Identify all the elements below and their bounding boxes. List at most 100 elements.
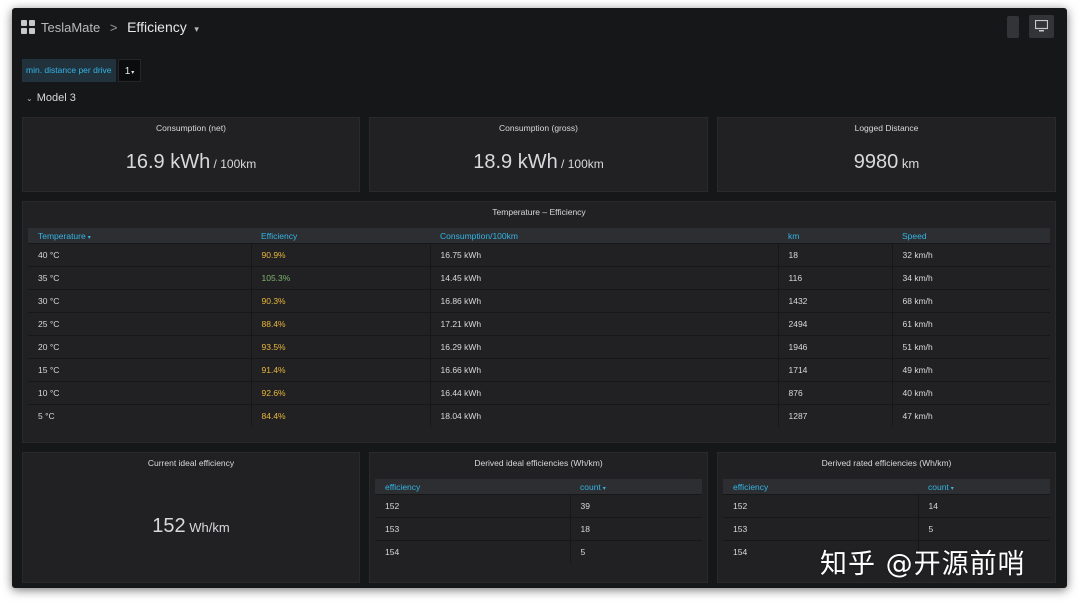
column-header-efficiency[interactable]: Efficiency [261,230,298,241]
cell-consumption: 16.75 kWh [430,243,779,267]
cell-consumption: 16.86 kWh [430,289,779,313]
table-header-row: Temperature ▾ Efficiency Consumption/100k… [28,228,1050,244]
table-row: 15 °C 91.4% 16.66 kWh 1714 49 km/h [28,358,1050,382]
apps-grid-icon[interactable] [21,20,35,34]
panel-title: Derived rated efficiencies (Wh/km) [821,458,952,468]
stat-number: 9980 [853,151,899,173]
dashboard-window: TeslaMate > Efficiency ▾ min. distance p… [12,8,1067,588]
table-row: 40 °C 90.9% 16.75 kWh 18 32 km/h [28,243,1050,267]
cell-km: 18 [778,243,893,267]
collapse-chevron-icon: ⌄ [26,94,33,103]
stat-value: 152 Wh/km [23,515,359,538]
cell-temperature: 30 °C [28,289,252,313]
cell-consumption: 16.29 kWh [430,335,779,359]
panel-title: Derived ideal efficiencies (Wh/km) [474,458,603,468]
column-header-count[interactable]: count ▾ [580,481,606,492]
cell-speed: 61 km/h [892,312,1050,336]
cell-efficiency: 153 [375,517,571,541]
tv-mode-icon [1035,20,1048,32]
panel-title: Current ideal efficiency [147,458,235,468]
row-title: Model 3 [36,92,76,104]
chevron-down-icon[interactable]: ▾ [194,24,199,34]
variable-label: min. distance per drive [22,59,116,82]
cell-count: 14 [918,494,1050,518]
cell-km: 1714 [778,358,893,382]
sort-desc-icon: ▾ [87,234,91,241]
dashboard-title[interactable]: Efficiency [127,19,187,35]
panel-logged-distance: Logged Distance 9980 km [717,117,1056,192]
table-row: 152 14 [723,494,1050,518]
cell-count: 5 [918,517,1050,541]
stat-value: 9980 km [718,151,1055,174]
cell-efficiency: 84.4% [251,404,431,427]
table-row: 20 °C 93.5% 16.29 kWh 1946 51 km/h [28,335,1050,359]
cell-km: 1287 [778,404,893,427]
panel-derived-ideal-efficiencies: Derived ideal efficiencies (Wh/km) effic… [369,452,708,583]
cell-km: 2494 [778,312,893,336]
panel-title: Consumption (net) [156,123,226,133]
table-row: 35 °C 105.3% 14.45 kWh 116 34 km/h [28,266,1050,290]
cell-km: 1946 [778,335,893,359]
panel-derived-rated-efficiencies: Derived rated efficiencies (Wh/km) effic… [717,452,1056,583]
breadcrumb: TeslaMate > Efficiency ▾ [41,19,199,35]
stat-unit: km [898,156,920,171]
temperature-table: Temperature ▾ Efficiency Consumption/100k… [28,228,1050,427]
column-header-km[interactable]: km [788,230,800,241]
min-distance-value: 1 [124,66,131,77]
table-row: 5 °C 84.4% 18.04 kWh 1287 47 km/h [28,404,1050,427]
table-row: 154 [723,540,1050,563]
cell-efficiency: 154 [375,540,571,563]
row-header-model[interactable]: ⌄ Model 3 [26,92,76,104]
cell-speed: 40 km/h [892,381,1050,405]
cell-speed: 32 km/h [892,243,1050,267]
column-header-speed[interactable]: Speed [902,230,927,241]
cell-efficiency: 152 [723,494,919,518]
cell-count [918,540,1050,563]
table-row: 25 °C 88.4% 17.21 kWh 2494 61 km/h [28,312,1050,336]
cell-speed: 68 km/h [892,289,1050,313]
chevron-down-icon: ▾ [131,70,135,76]
column-header-consumption[interactable]: Consumption/100km [440,230,518,241]
cell-temperature: 25 °C [28,312,252,336]
derived-rated-table: efficiency count ▾ 152 14 153 5 154 [723,479,1050,563]
cell-temperature: 5 °C [28,404,252,427]
table-row: 153 18 [375,517,702,541]
tv-mode-button[interactable] [1029,15,1054,38]
breadcrumb-parent[interactable]: TeslaMate [41,20,101,35]
cell-speed: 34 km/h [892,266,1050,290]
cell-temperature: 20 °C [28,335,252,359]
cell-consumption: 14.45 kWh [430,266,779,290]
stat-unit: Wh/km [185,520,230,535]
column-header-count[interactable]: count ▾ [928,481,954,492]
cell-efficiency: 88.4% [251,312,431,336]
table-header-row: efficiency count ▾ [723,479,1050,495]
panel-title: Consumption (gross) [499,123,578,133]
cell-efficiency: 91.4% [251,358,431,382]
cell-temperature: 40 °C [28,243,252,267]
panel-consumption-gross: Consumption (gross) 18.9 kWh / 100km [369,117,708,192]
min-distance-select[interactable]: 1▾ [118,59,141,82]
column-header-temperature[interactable]: Temperature ▾ [38,230,91,241]
watermark-text: 知乎 @开源前哨 [820,549,1026,580]
cell-speed: 47 km/h [892,404,1050,427]
cell-km: 876 [778,381,893,405]
stat-number: 18.9 kWh [473,151,558,173]
cell-count: 5 [570,540,702,563]
column-header-efficiency[interactable]: efficiency [733,481,769,492]
cell-speed: 51 km/h [892,335,1050,359]
share-button[interactable] [1007,16,1019,38]
cell-consumption: 17.21 kWh [430,312,779,336]
cell-efficiency: 90.3% [251,289,431,313]
table-header-row: efficiency count ▾ [375,479,702,495]
cell-count: 18 [570,517,702,541]
sort-desc-icon: ▾ [602,485,606,492]
column-header-efficiency[interactable]: efficiency [385,481,421,492]
cell-efficiency: 93.5% [251,335,431,359]
stat-number: 152 [152,515,186,537]
panel-consumption-net: Consumption (net) 16.9 kWh / 100km [22,117,360,192]
cell-efficiency: 152 [375,494,571,518]
derived-ideal-table: efficiency count ▾ 152 39 153 18 154 5 [375,479,702,563]
table-row: 152 39 [375,494,702,518]
table-row: 153 5 [723,517,1050,541]
breadcrumb-separator: > [109,20,118,35]
